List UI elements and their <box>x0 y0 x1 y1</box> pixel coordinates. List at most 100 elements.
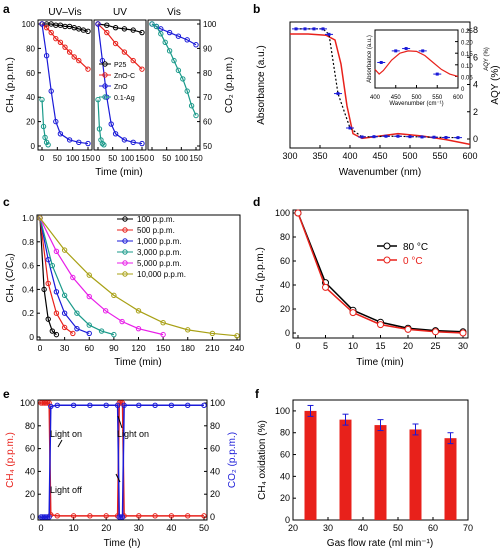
data-point <box>74 325 80 332</box>
data-point <box>61 292 68 299</box>
data-point <box>104 29 110 36</box>
y-tick-label: 0.05 <box>461 75 473 81</box>
y-tick-label: 40 <box>26 93 35 102</box>
data-point <box>45 280 51 287</box>
legend-label: 3,000 p.p.m. <box>137 248 181 257</box>
x-tick-label: 550 <box>432 151 447 161</box>
data-point <box>54 402 60 408</box>
series-line <box>39 217 238 337</box>
series-line <box>39 217 74 334</box>
bar <box>374 425 387 520</box>
legend-label: P25 <box>114 62 127 69</box>
x-tick-label: 30 <box>458 341 468 351</box>
inset-data-point <box>404 47 408 51</box>
y-tick-label: 0.10 <box>461 64 473 70</box>
panel-letter: b <box>253 2 260 16</box>
panel-letter: e <box>3 387 10 401</box>
data-point <box>396 134 400 138</box>
data-point <box>294 27 298 31</box>
inset-absorbance-curve <box>374 50 459 77</box>
data-point <box>86 322 92 328</box>
data-point <box>54 513 60 519</box>
legend-label: 0 °C <box>403 256 423 267</box>
data-point <box>98 328 105 334</box>
series-line <box>41 23 89 70</box>
data-point <box>112 131 119 137</box>
data-point <box>234 333 240 339</box>
data-point <box>96 126 103 132</box>
y-axis-label: CO₂ (p.p.m.) <box>227 432 238 488</box>
data-point <box>43 514 49 520</box>
data-point <box>53 310 60 316</box>
data-point <box>49 262 56 269</box>
x-tick-label: 500 <box>411 95 422 101</box>
data-point <box>102 308 109 314</box>
legend-label: ZnO <box>114 84 128 91</box>
data-point <box>53 35 59 42</box>
data-point <box>112 24 119 31</box>
y-axis-label: Absorbance (a.u.) <box>256 45 267 125</box>
y-axis-label: CH₄ (p.p.m.) <box>5 432 16 488</box>
data-point <box>86 272 92 278</box>
data-point <box>432 135 436 139</box>
data-point <box>74 310 80 316</box>
data-point <box>71 54 77 60</box>
data-point <box>44 400 51 406</box>
y-tick-label: 0.4 <box>22 284 34 294</box>
data-point <box>121 26 128 32</box>
data-point <box>175 33 182 39</box>
x-tick-label: 210 <box>205 343 219 353</box>
data-point <box>45 316 51 322</box>
inset-data-point <box>435 72 439 76</box>
data-point <box>152 402 158 408</box>
x-tick-label: 70 <box>463 523 473 533</box>
y-tick-label: 60 <box>25 444 35 454</box>
y-tick-label: 0.2 <box>22 308 34 318</box>
data-point <box>86 293 92 300</box>
data-point <box>101 142 107 148</box>
x-tick-label: 30 <box>323 523 333 533</box>
legend-marker <box>122 271 128 277</box>
data-point <box>432 328 439 336</box>
data-point <box>188 103 195 109</box>
y-tick-label: 0 <box>29 332 34 342</box>
y-tick-label: 0.25 <box>461 29 473 35</box>
y-axis-label: CH₄ (p.p.m.) <box>5 57 16 113</box>
y-tick-label: 0.6 <box>22 261 34 271</box>
x-tick-label: 15 <box>375 341 385 351</box>
data-point <box>153 23 160 30</box>
data-point <box>201 513 207 519</box>
data-point <box>180 76 186 82</box>
bar <box>339 419 352 520</box>
panel-letter: d <box>253 195 260 209</box>
legend-marker <box>102 94 108 100</box>
data-point <box>103 513 109 519</box>
y-tick-label: 0.8 <box>22 237 34 247</box>
x-tick-label: 600 <box>462 151 477 161</box>
data-point <box>61 310 68 316</box>
x-tick-label: 5 <box>323 341 328 351</box>
data-point <box>166 29 173 36</box>
legend-label: 100 p.p.m. <box>137 215 175 224</box>
data-point <box>294 209 302 217</box>
data-point <box>40 123 47 130</box>
data-point <box>135 308 142 314</box>
data-point <box>321 27 325 31</box>
x-tick-label: 0 <box>96 154 101 163</box>
data-point <box>111 331 117 338</box>
legend-marker <box>122 238 128 244</box>
data-point <box>162 39 168 45</box>
x-tick-label: 90 <box>109 343 119 353</box>
data-point <box>45 142 51 148</box>
y-tick-label: 4 <box>473 80 478 90</box>
y-axis-label: AQY (%) <box>490 65 500 104</box>
series-line <box>39 217 115 336</box>
x-tick-label: 450 <box>391 95 402 101</box>
plot-frame <box>37 399 208 521</box>
x-tick-label: 20 <box>403 341 413 351</box>
legend-label: ZnO-C <box>114 73 135 80</box>
x-tick-label: 40 <box>358 523 368 533</box>
x-tick-label: 0 <box>150 154 155 163</box>
